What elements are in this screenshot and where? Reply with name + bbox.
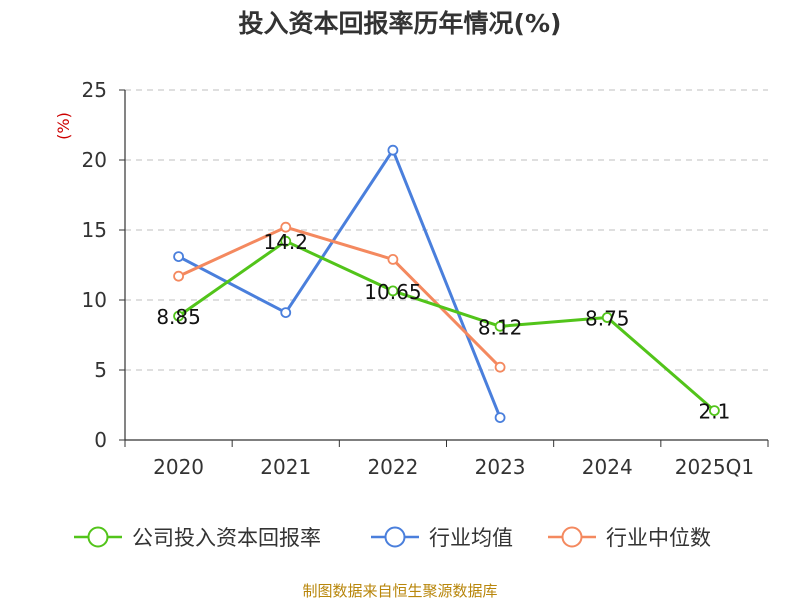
data-point[interactable] <box>709 405 720 417</box>
series-line <box>177 148 502 420</box>
data-point[interactable] <box>173 270 184 282</box>
x-tick-label: 2023 <box>475 455 526 479</box>
legend-label: 行业中位数 <box>606 526 711 550</box>
y-axis-label: (%) <box>54 112 73 140</box>
y-tick-label: 15 <box>82 218 107 242</box>
series-line <box>177 239 716 413</box>
legend-item[interactable]: 行业中位数 <box>548 526 711 550</box>
data-point[interactable] <box>173 251 184 263</box>
x-tick-label: 2021 <box>260 455 311 479</box>
data-label: 2.1 <box>699 400 731 424</box>
data-label: 14.2 <box>263 230 308 254</box>
chart-title: 投入资本回报率历年情况(%) <box>239 9 562 38</box>
data-point[interactable] <box>494 361 506 373</box>
y-tick-label: 10 <box>82 288 107 312</box>
axes: 0 5 10 15 20 25 2020 2021 2022 2023 2024 2025Q1 <box>82 78 769 479</box>
source-footer: 制图数据来自恒生聚源数据库 <box>302 582 497 600</box>
data-point[interactable] <box>280 307 292 319</box>
legend-swatch-marker <box>561 526 583 548</box>
legend[interactable]: 公司投入资本回报率 行业均值 行业中位数 <box>74 526 711 550</box>
legend-swatch-marker <box>384 526 406 548</box>
x-tick-label: 2020 <box>153 455 204 479</box>
data-point[interactable] <box>173 310 184 322</box>
data-point[interactable] <box>387 144 399 156</box>
series-line <box>177 225 502 369</box>
data-label: 8.75 <box>585 307 630 331</box>
legend-item[interactable]: 公司投入资本回报率 <box>74 526 321 550</box>
plot-series <box>173 144 720 424</box>
data-label: 8.85 <box>156 305 201 329</box>
data-point[interactable] <box>494 412 506 424</box>
data-point[interactable] <box>280 221 292 233</box>
x-tick-label: 2024 <box>582 455 633 479</box>
data-point[interactable] <box>387 285 399 297</box>
data-labels: 8.85 14.2 10.65 8.12 8.75 2.1 <box>156 230 730 423</box>
data-point[interactable] <box>601 312 613 323</box>
legend-label: 公司投入资本回报率 <box>132 526 321 550</box>
y-tick-label: 20 <box>82 148 107 172</box>
legend-label: 行业均值 <box>429 526 513 550</box>
legend-swatch-marker <box>87 526 109 548</box>
grid-lines <box>125 89 768 371</box>
y-tick-label: 0 <box>94 428 107 452</box>
data-label: 8.12 <box>478 315 523 339</box>
data-point[interactable] <box>280 235 292 247</box>
data-label: 10.65 <box>364 280 421 304</box>
y-tick-label: 5 <box>94 358 107 382</box>
x-tick-label: 2025Q1 <box>675 455 754 479</box>
legend-item[interactable]: 行业均值 <box>371 526 513 550</box>
data-point[interactable] <box>387 253 399 265</box>
data-point[interactable] <box>494 320 506 332</box>
y-tick-label: 25 <box>82 78 107 102</box>
x-tick-label: 2022 <box>367 455 418 479</box>
